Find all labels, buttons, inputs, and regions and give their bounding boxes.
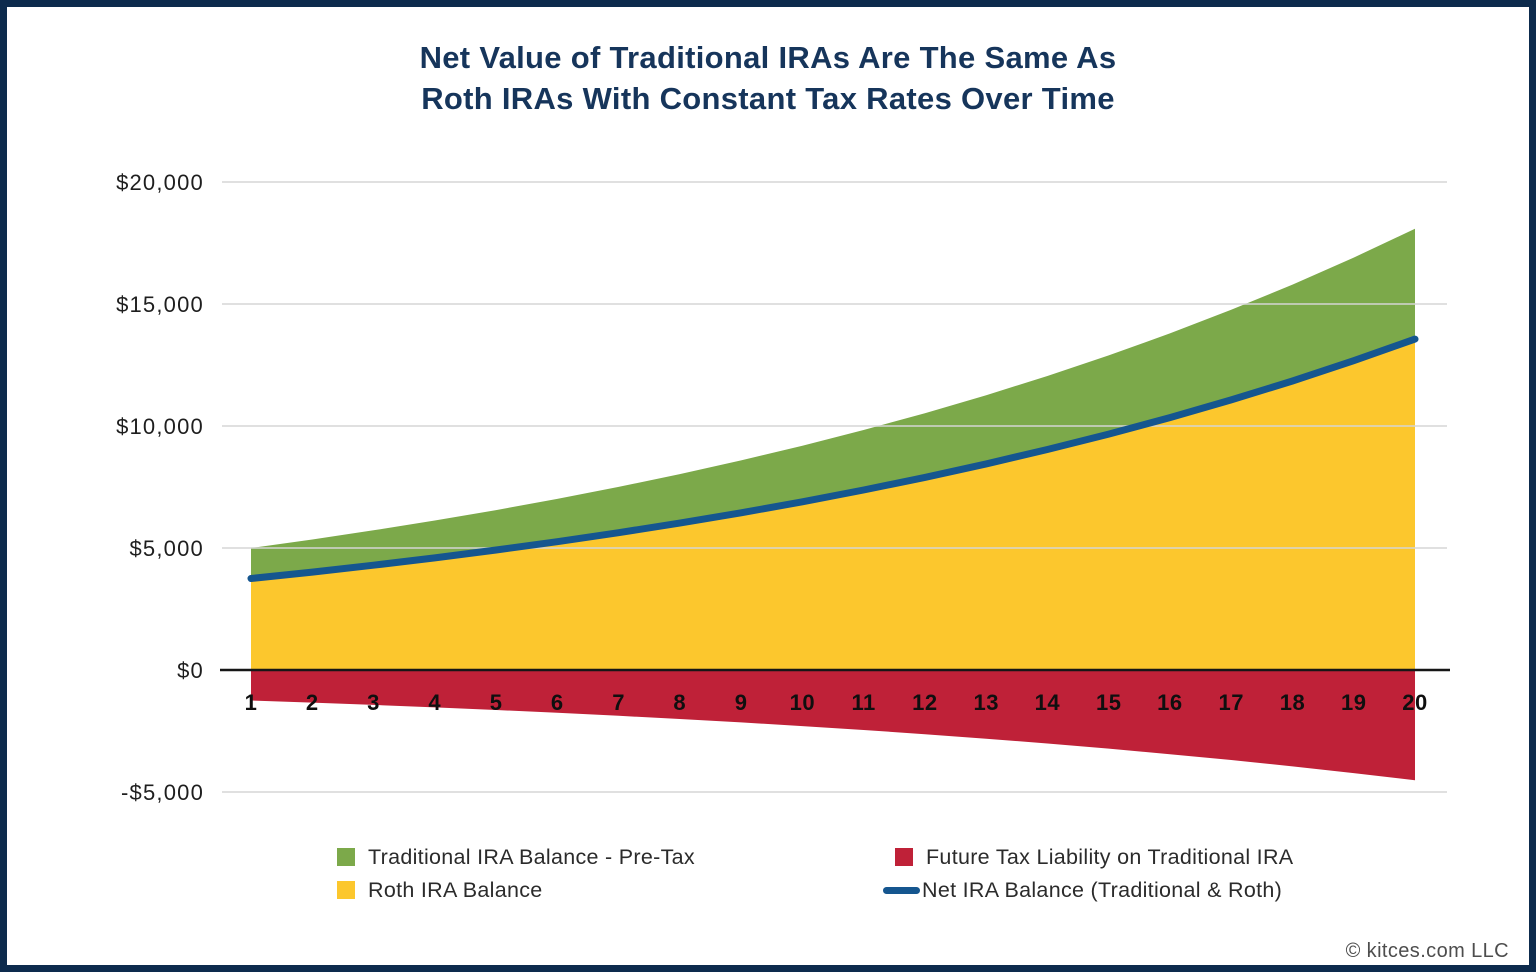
x-tick-label: 11 bbox=[851, 690, 875, 715]
x-tick-label: 20 bbox=[1402, 690, 1427, 715]
x-tick-label: 16 bbox=[1157, 690, 1182, 715]
chart-title-line-1: Net Value of Traditional IRAs Are The Sa… bbox=[419, 40, 1117, 75]
y-tick-label: -$5,000 bbox=[121, 780, 204, 805]
y-tick-label: $0 bbox=[177, 658, 204, 683]
legend-label-roth: Roth IRA Balance bbox=[368, 877, 543, 902]
x-tick-label: 18 bbox=[1280, 690, 1305, 715]
roth-swatch-icon bbox=[337, 881, 355, 899]
x-tick-label: 15 bbox=[1096, 690, 1121, 715]
chart-title-line-2: Roth IRAs With Constant Tax Rates Over T… bbox=[421, 81, 1115, 116]
legend-item-tax-liability: Future Tax Liability on Traditional IRA bbox=[895, 844, 1294, 869]
y-tick-label: $10,000 bbox=[116, 414, 204, 439]
chart-title: Net Value of Traditional IRAs Are The Sa… bbox=[7, 37, 1529, 119]
y-tick-label: $20,000 bbox=[116, 170, 204, 195]
area-future-tax-liability bbox=[251, 670, 1415, 781]
x-tick-label: 6 bbox=[551, 690, 564, 715]
legend-label-traditional: Traditional IRA Balance - Pre-Tax bbox=[368, 844, 695, 869]
x-tick-label: 10 bbox=[790, 690, 815, 715]
y-tick-label: $5,000 bbox=[130, 536, 205, 561]
tax-liability-swatch-icon bbox=[895, 848, 913, 866]
net-line-swatch-icon bbox=[883, 886, 920, 894]
traditional-swatch-icon bbox=[337, 848, 355, 866]
x-tick-label: 17 bbox=[1218, 690, 1243, 715]
copyright-text: © kitces.com LLC bbox=[1345, 940, 1509, 962]
x-tick-label: 13 bbox=[973, 690, 998, 715]
x-tick-label: 9 bbox=[735, 690, 748, 715]
area-roth-ira bbox=[251, 339, 1415, 670]
x-tick-label: 3 bbox=[367, 690, 380, 715]
legend-item-roth: Roth IRA Balance bbox=[337, 877, 543, 902]
x-tick-label: 8 bbox=[673, 690, 686, 715]
x-tick-label: 7 bbox=[612, 690, 625, 715]
y-tick-label: $15,000 bbox=[116, 292, 204, 317]
x-tick-label: 5 bbox=[490, 690, 503, 715]
x-tick-label: 19 bbox=[1341, 690, 1366, 715]
line-net-ira-balance bbox=[247, 335, 1419, 582]
x-tick-label: 1 bbox=[245, 690, 258, 715]
legend-item-traditional: Traditional IRA Balance - Pre-Tax bbox=[337, 844, 695, 869]
x-tick-label: 2 bbox=[306, 690, 319, 715]
legend-item-net: Net IRA Balance (Traditional & Roth) bbox=[883, 877, 1283, 902]
ira-chart: 1 2 3 4 5 6 7 8 9 10 11 12 13 14 15 16 17 18 19 20$20,000$1… bbox=[116, 170, 1450, 805]
x-tick-label: 12 bbox=[912, 690, 937, 715]
legend-label-tax-liability: Future Tax Liability on Traditional IRA bbox=[926, 844, 1294, 869]
x-tick-label: 4 bbox=[428, 690, 441, 715]
x-tick-label: 14 bbox=[1035, 690, 1061, 715]
legend-label-net: Net IRA Balance (Traditional & Roth) bbox=[922, 877, 1283, 902]
